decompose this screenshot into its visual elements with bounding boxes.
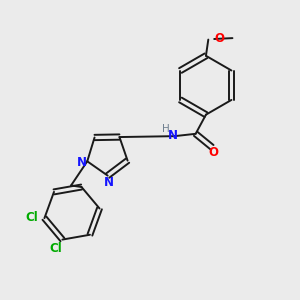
- Text: O: O: [214, 32, 224, 45]
- Text: Cl: Cl: [50, 242, 62, 255]
- Text: H: H: [162, 124, 170, 134]
- Text: N: N: [168, 129, 178, 142]
- Text: O: O: [208, 146, 218, 159]
- Text: N: N: [77, 156, 87, 169]
- Text: N: N: [104, 176, 114, 189]
- Text: Cl: Cl: [26, 211, 38, 224]
